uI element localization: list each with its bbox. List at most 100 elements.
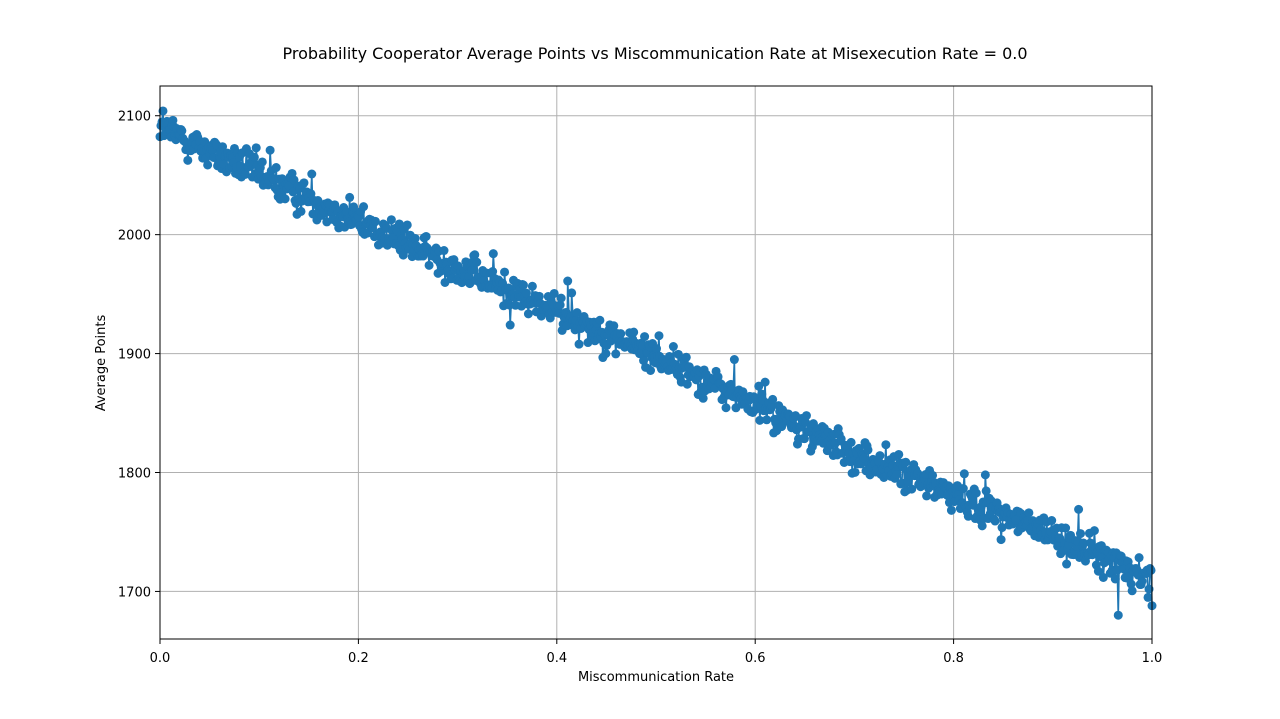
data-point (981, 486, 991, 496)
data-point (563, 276, 573, 286)
data-point (296, 206, 306, 216)
data-point (1144, 584, 1154, 594)
data-point (1143, 592, 1153, 602)
x-axis: 0.0 0.2 0.4 0.6 0.8 1.0 (150, 639, 1163, 666)
data-point (1064, 540, 1074, 550)
data-point (729, 355, 739, 365)
data-point (850, 467, 860, 477)
chart-title: Probability Cooperator Average Points vs… (282, 44, 1027, 63)
x-axis-label: Miscommunication Rate (578, 670, 734, 685)
data-point (410, 233, 420, 243)
data-point (1113, 610, 1123, 620)
data-point (996, 535, 1006, 545)
data-point (698, 393, 708, 403)
data-point (402, 220, 412, 230)
data-point (240, 169, 250, 179)
data-point (1085, 538, 1095, 548)
data-point (421, 231, 431, 241)
data-point (892, 469, 902, 479)
data-point (609, 321, 619, 331)
data-point (654, 331, 664, 341)
data-point (801, 411, 811, 421)
data-point (1076, 529, 1085, 539)
data-point (1024, 508, 1034, 518)
data-point (1126, 579, 1136, 589)
data-point (257, 157, 267, 167)
data-point (359, 202, 369, 212)
x-tick-label: 0.2 (348, 651, 369, 666)
data-point (907, 484, 917, 494)
data-point (863, 445, 873, 455)
data-point (572, 308, 582, 318)
data-point (158, 106, 168, 116)
data-point (990, 516, 1000, 526)
data-point (922, 491, 932, 501)
y-axis: 1700 1800 1900 2000 2100 (118, 110, 160, 600)
data-point (755, 415, 765, 425)
data-point (1093, 566, 1103, 576)
data-point (1078, 538, 1088, 548)
data-point (1011, 515, 1021, 525)
data-point (977, 521, 987, 531)
plot-frame (159, 85, 1153, 640)
data-point (616, 329, 626, 339)
data-point (1146, 565, 1156, 575)
data-point (562, 321, 572, 331)
data-point (958, 484, 968, 494)
data-point (1112, 565, 1122, 575)
data-point (521, 288, 531, 298)
data-point (1110, 574, 1120, 584)
data-point (629, 327, 639, 337)
data-point (901, 457, 911, 467)
data-point (567, 288, 577, 298)
data-point (681, 352, 691, 362)
data-point (534, 291, 544, 301)
data-point (177, 126, 187, 136)
data-point (760, 377, 770, 387)
data-point (472, 257, 482, 267)
x-tick-label: 1.0 (1142, 651, 1163, 666)
data-point (345, 192, 355, 202)
data-point (470, 250, 480, 260)
data-point (668, 342, 678, 352)
data-point (682, 379, 692, 389)
y-tick-label: 2100 (118, 110, 151, 125)
data-point (928, 470, 938, 480)
y-tick-label: 1900 (118, 348, 151, 363)
data-point (183, 155, 193, 165)
data-point (595, 315, 605, 325)
data-point (881, 440, 891, 450)
data-point (549, 288, 559, 298)
data-point (203, 160, 213, 170)
data-point (523, 309, 533, 319)
data-point (1134, 553, 1144, 563)
data-point (467, 265, 477, 275)
data-point (555, 300, 565, 310)
data-point (488, 249, 498, 259)
data-point (386, 215, 396, 225)
y-axis-label: Average Points (94, 314, 109, 411)
data-point (980, 470, 990, 480)
data-point (997, 523, 1007, 533)
data-point (640, 332, 650, 342)
data-point (280, 194, 290, 204)
data-point (518, 280, 528, 290)
data-point (349, 202, 359, 212)
data-point (639, 356, 649, 366)
x-tick-label: 0.4 (546, 651, 567, 666)
data-point (265, 145, 275, 155)
data-point (611, 349, 621, 359)
data-point (799, 434, 809, 444)
data-point (959, 469, 969, 479)
data-point (946, 505, 956, 515)
data-point (424, 260, 434, 270)
data-point (488, 267, 498, 277)
data-point (251, 143, 261, 153)
data-point (1137, 576, 1147, 586)
data-point (1047, 516, 1057, 526)
data-point (652, 344, 661, 354)
y-tick-label: 1700 (118, 585, 151, 600)
data-point (500, 267, 510, 277)
data-point (1098, 572, 1108, 582)
